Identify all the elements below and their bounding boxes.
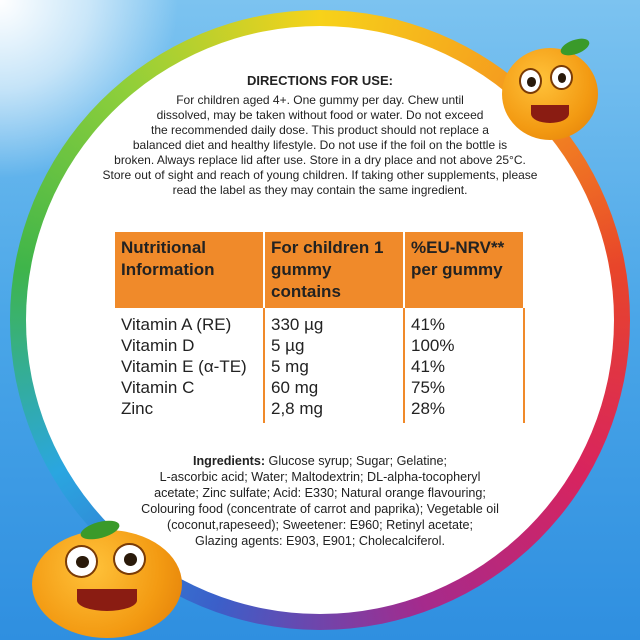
header-nutritional-information: Nutritional Information	[115, 232, 265, 308]
table-row: Vitamin D 5 µg 100%	[115, 335, 525, 356]
nutrient-nrv: 41%	[405, 308, 525, 335]
nutrition-table: Nutritional Information For children 1 g…	[115, 232, 525, 423]
nutrient-amount: 2,8 mg	[265, 398, 405, 423]
directions-line: read the label as they may contain the s…	[172, 183, 468, 197]
nutrition-table-header: Nutritional Information For children 1 g…	[115, 232, 525, 308]
ingredients-text: Ingredients: Glucose syrup; Sugar; Gelat…	[80, 453, 560, 549]
directions-line: For children aged 4+. One gummy per day.…	[176, 93, 464, 107]
header-per-gummy-amount: For children 1 gummy contains	[265, 232, 405, 308]
nutrient-nrv: 41%	[405, 356, 525, 377]
orange-character-bottom-left	[32, 530, 182, 638]
directions-line: the recommended daily dose. This product…	[151, 123, 489, 137]
ingredients-line: acetate; Zinc sulfate; Acid: E330; Natur…	[154, 486, 486, 500]
nutrient-amount: 330 µg	[265, 308, 405, 335]
ingredients-line: Ingredients: Glucose syrup; Sugar; Gelat…	[80, 453, 560, 469]
ingredients-text-part: Glucose syrup; Sugar; Gelatine;	[265, 454, 448, 468]
nutrient-amount: 60 mg	[265, 377, 405, 398]
ingredients-line: L-ascorbic acid; Water; Maltodextrin; DL…	[159, 470, 481, 484]
label-content: DIRECTIONS FOR USE: For children aged 4+…	[60, 73, 580, 549]
table-row: Vitamin E (α-TE) 5 mg 41%	[115, 356, 525, 377]
directions-text: For children aged 4+. One gummy per day.…	[60, 93, 580, 198]
directions-line: balanced diet and healthy lifestyle. Do …	[132, 138, 508, 152]
table-row: Vitamin A (RE) 330 µg 41%	[115, 308, 525, 335]
ingredients-line: Colouring food (concentrate of carrot an…	[141, 502, 499, 516]
directions-line: broken. Always replace lid after use. St…	[114, 153, 526, 167]
ingredients-line: (coconut,rapeseed); Sweetener: E960; Ret…	[167, 518, 473, 532]
nutrient-name: Vitamin A (RE)	[115, 308, 265, 335]
table-row: Vitamin C 60 mg 75%	[115, 377, 525, 398]
header-eu-nrv: %EU-NRV** per gummy	[405, 232, 525, 308]
nutrient-amount: 5 µg	[265, 335, 405, 356]
directions-title: DIRECTIONS FOR USE:	[247, 73, 393, 88]
nutrient-nrv: 75%	[405, 377, 525, 398]
nutrient-amount: 5 mg	[265, 356, 405, 377]
ingredients-label: Ingredients:	[192, 454, 266, 468]
nutrient-nrv: 100%	[405, 335, 525, 356]
directions-line: Store out of sight and reach of young ch…	[102, 168, 538, 182]
nutrient-name: Vitamin E (α-TE)	[115, 356, 265, 377]
directions-line: dissolved, may be taken without food or …	[156, 108, 484, 122]
nutrient-name: Vitamin D	[115, 335, 265, 356]
nutrient-name: Zinc	[115, 398, 265, 423]
nutrition-table-body: Vitamin A (RE) 330 µg 41% Vitamin D 5 µg…	[115, 308, 525, 423]
nutrient-name: Vitamin C	[115, 377, 265, 398]
nutrient-nrv: 28%	[405, 398, 525, 423]
table-row: Zinc 2,8 mg 28%	[115, 398, 525, 423]
orange-character-top-right	[502, 48, 598, 140]
ingredients-line: Glazing agents: E903, E901; Cholecalcife…	[195, 534, 445, 548]
